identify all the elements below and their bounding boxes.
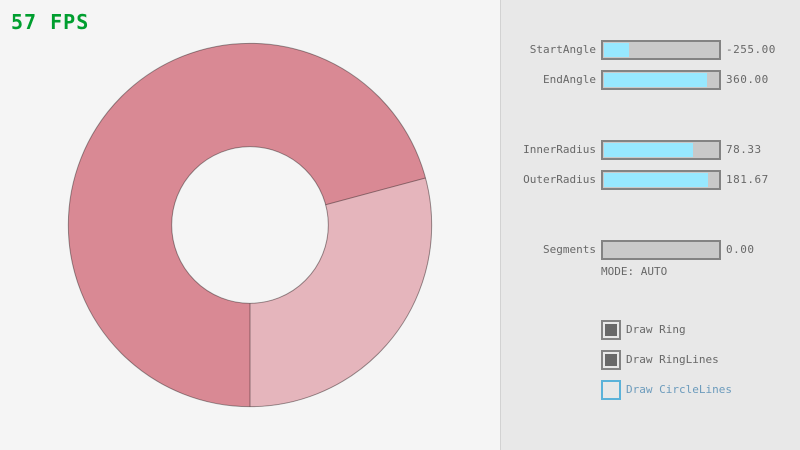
slider-value-end-angle: 360.00 — [726, 73, 769, 86]
slider-value-inner-radius: 78.33 — [726, 143, 762, 156]
slider-label-inner-radius: InnerRadius — [523, 143, 596, 156]
slider-end-angle[interactable] — [601, 70, 721, 90]
slider-label-segments: Segments — [543, 243, 596, 256]
checkbox-label-draw-circle-lines: Draw CircleLines — [626, 383, 732, 396]
slider-row-inner-radius: InnerRadius 78.33 — [501, 140, 800, 160]
ring-fill-single-pass — [250, 177, 432, 407]
ring-outline-outer — [67, 42, 433, 408]
ring-line-start-angle — [325, 177, 426, 206]
ring-outline-inner — [171, 146, 329, 304]
checkbox-row-draw-ring-lines: Draw RingLines — [601, 350, 800, 370]
mode-label: MODE: AUTO — [601, 265, 668, 278]
slider-value-outer-radius: 181.67 — [726, 173, 769, 186]
checkbox-label-draw-ring: Draw Ring — [626, 323, 686, 336]
checkbox-draw-ring-lines[interactable] — [601, 350, 621, 370]
slider-outer-radius[interactable] — [601, 170, 721, 190]
controls-panel: MODE: AUTO StartAngle -255.00 EndAngle 360.… — [500, 0, 800, 450]
slider-row-outer-radius: OuterRadius 181.67 — [501, 170, 800, 190]
fps-counter: 57 FPS — [11, 10, 90, 34]
checkmark-draw-ring — [605, 324, 617, 336]
checkbox-draw-ring[interactable] — [601, 320, 621, 340]
checkbox-row-draw-ring: Draw Ring — [601, 320, 800, 340]
checkbox-label-draw-ring-lines: Draw RingLines — [626, 353, 719, 366]
slider-label-start-angle: StartAngle — [529, 43, 596, 56]
slider-start-angle[interactable] — [601, 40, 721, 60]
checkbox-row-draw-circle-lines: Draw CircleLines — [601, 380, 800, 400]
slider-segments[interactable] — [601, 240, 721, 260]
slider-inner-radius[interactable] — [601, 140, 721, 160]
slider-label-end-angle: EndAngle — [543, 73, 596, 86]
slider-row-end-angle: EndAngle 360.00 — [501, 70, 800, 90]
slider-fill-start-angle — [604, 43, 629, 57]
checkbox-draw-circle-lines[interactable] — [601, 380, 621, 400]
checkmark-draw-ring-lines — [605, 354, 617, 366]
slider-value-start-angle: -255.00 — [726, 43, 776, 56]
slider-fill-inner-radius — [604, 143, 694, 157]
slider-row-start-angle: StartAngle -255.00 — [501, 40, 800, 60]
slider-value-segments: 0.00 — [726, 243, 755, 256]
slider-label-outer-radius: OuterRadius — [523, 173, 596, 186]
slider-row-segments: Segments 0.00 — [501, 240, 800, 260]
slider-fill-outer-radius — [604, 173, 708, 187]
slider-fill-end-angle — [604, 73, 707, 87]
